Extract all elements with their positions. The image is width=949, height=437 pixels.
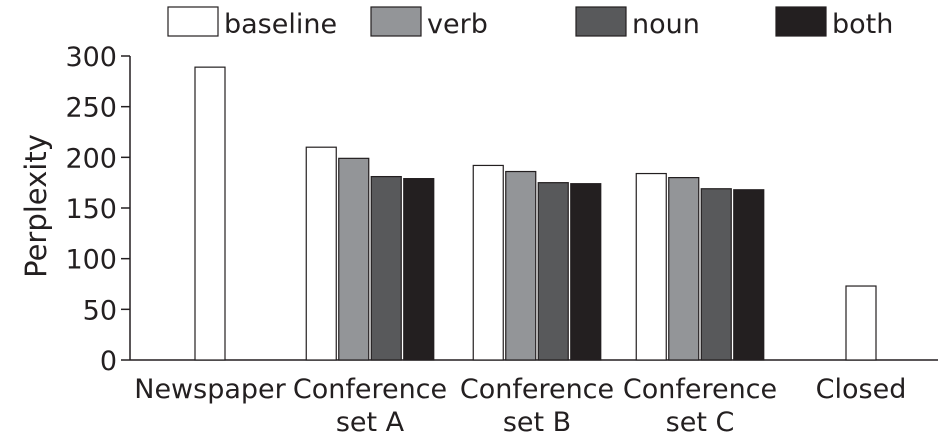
bar-verb (668, 177, 700, 361)
x-tick-label: Conference (460, 374, 614, 405)
bar-verb (505, 170, 537, 361)
x-tick-label: set B (503, 407, 571, 437)
legend-label-verb: verb (427, 9, 488, 40)
legend-swatch-noun (575, 6, 627, 37)
x-tick-label: Newspaper (134, 374, 286, 405)
x-tick-label: set C (666, 407, 735, 437)
bar-baseline (472, 164, 504, 361)
bar-noun (700, 188, 732, 361)
bar-both (570, 183, 602, 361)
y-tick-label: 250 (65, 93, 117, 124)
legend-label-baseline: baseline (224, 9, 337, 40)
legend-label-noun: noun (632, 9, 700, 40)
y-tick-label: 100 (65, 245, 117, 276)
legend-swatch-both (775, 6, 827, 37)
bar-noun (370, 175, 402, 361)
bar-baseline (635, 172, 667, 361)
x-tick-label: Closed (816, 374, 907, 405)
y-tick-label: 150 (65, 194, 117, 225)
legend-label-both: both (832, 9, 893, 40)
bar-baseline (845, 285, 877, 361)
legend: baseline verb noun both (167, 6, 893, 40)
bars (194, 66, 877, 361)
y-tick-label: 200 (65, 143, 117, 174)
bar-baseline (194, 66, 226, 361)
x-tick-label: Conference (623, 374, 777, 405)
y-tick-label: 300 (65, 42, 117, 73)
bar-baseline (305, 146, 337, 361)
legend-swatch-verb (370, 6, 422, 37)
x-tick-label: set A (336, 407, 405, 437)
bar-verb (338, 157, 370, 361)
y-axis: 0 50 100 150 200 250 300 (65, 42, 131, 377)
bar-both (403, 178, 435, 361)
y-tick-label: 0 (100, 346, 117, 377)
bar-both (733, 189, 765, 361)
bar-noun (537, 182, 569, 361)
x-tick-label: Conference (293, 374, 447, 405)
y-tick-label: 50 (83, 295, 117, 326)
y-axis-label: Perplexity (19, 134, 53, 278)
legend-swatch-baseline (167, 6, 219, 37)
